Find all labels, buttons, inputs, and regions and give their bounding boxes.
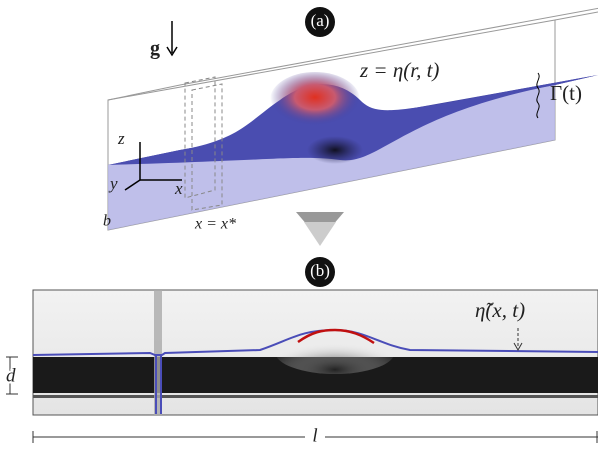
label-badge	[305, 257, 335, 287]
panel-label: (a)	[311, 11, 330, 30]
gravity-label: g	[150, 38, 160, 60]
section-line	[154, 290, 162, 415]
arrow	[304, 222, 336, 246]
surface-mesh	[108, 75, 598, 165]
length-label: l	[312, 425, 317, 446]
length-bar	[32, 431, 598, 443]
axis-label: z	[117, 129, 125, 148]
back-edge	[107, 7, 598, 101]
panel-label: (b)	[310, 261, 330, 280]
section-plane	[184, 76, 223, 211]
depth-label: d	[6, 365, 16, 386]
forcing-label: Γ(t)	[550, 81, 582, 105]
surface-trough	[307, 136, 363, 164]
axes	[124, 21, 540, 191]
crest-shadow	[275, 330, 395, 374]
depth-bracket	[6, 356, 18, 395]
surface-label: z = η(r, t)	[359, 58, 439, 82]
label-badge	[305, 7, 335, 37]
section-label: x = x*	[194, 216, 236, 233]
crest	[297, 328, 375, 345]
width-label: b	[103, 213, 111, 230]
pointer	[513, 342, 523, 352]
back-edge	[554, 11, 598, 21]
axis-label: y	[108, 174, 118, 193]
surface-crest	[270, 72, 360, 128]
axis-label: x	[174, 179, 183, 198]
profile-label: η̃(x, t)	[475, 298, 525, 322]
tank-floor	[33, 395, 598, 398]
